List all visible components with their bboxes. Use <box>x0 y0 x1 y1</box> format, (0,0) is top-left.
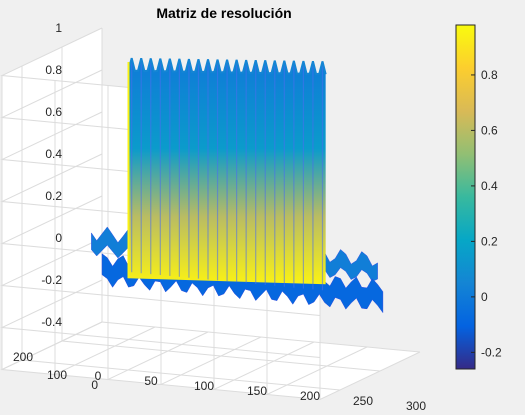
y-tick-label: 200 <box>13 350 33 364</box>
colorbar-tick-label: 0.2 <box>481 234 498 248</box>
grid-line-y <box>21 66 341 391</box>
z-tick-label: 0.8 <box>45 63 62 77</box>
colorbar-tick-label: 0.4 <box>481 179 498 193</box>
x-tick-label: 50 <box>144 374 158 388</box>
chart-title: Matriz de resolución <box>156 5 291 21</box>
grid-line-x <box>1 75 103 371</box>
y-tick-label: 100 <box>47 368 67 382</box>
grid-line-y <box>61 47 381 372</box>
y-tick-label: 0 <box>91 378 98 392</box>
grid-line-y <box>101 28 421 353</box>
z-tick-label: 0.6 <box>45 105 62 119</box>
axis-ticks: -0.4 -0.2 0 0.2 0.4 0.6 0.8 1 0 50 100 150 200 250 300… <box>13 21 426 413</box>
x-tick-label: 0 <box>95 369 102 383</box>
x-tick-label: 150 <box>247 384 267 398</box>
surface-ridge-top <box>127 57 327 76</box>
grid-line-x <box>107 85 209 381</box>
colorbar-tick-label: 0.8 <box>481 68 498 82</box>
colorbar-tick-label: 0 <box>481 290 488 304</box>
colorbar: -0.2 0 0.2 0.4 0.6 0.8 <box>455 24 502 370</box>
z-tick-label: -0.2 <box>41 273 62 287</box>
grid-line-x <box>54 80 156 376</box>
z-tick-label: 0.2 <box>45 189 62 203</box>
colorbar-gradient <box>455 24 476 370</box>
z-tick-label: 0 <box>55 231 62 245</box>
z-tick-label: 1 <box>55 21 62 35</box>
colorbar-tick-label: -0.2 <box>481 345 502 359</box>
z-tick-label: 0.4 <box>45 147 62 161</box>
x-tick-label: 300 <box>406 399 426 413</box>
x-tick-label: 250 <box>353 394 373 408</box>
x-tick-label: 200 <box>300 389 320 403</box>
colorbar-tick-label: 0.6 <box>481 123 498 137</box>
surface-plot <box>91 57 384 314</box>
z-tick-label: -0.4 <box>41 315 62 329</box>
x-tick-label: 100 <box>194 379 214 393</box>
